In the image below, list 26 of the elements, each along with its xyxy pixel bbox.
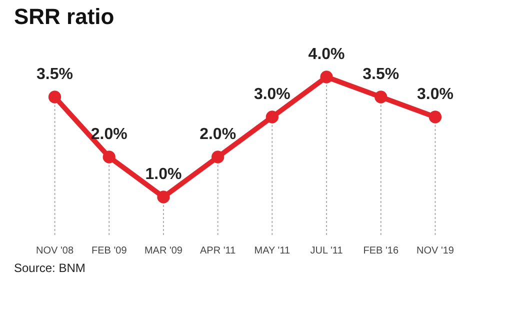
x-tick-label: MAY '11 [254,246,291,256]
data-label: 4.0% [308,46,345,63]
data-label: 2.0% [200,126,236,143]
source-note: Source: BNM [14,261,86,275]
data-label: 2.0% [90,126,128,143]
point [266,110,278,124]
x-tick-label: NOV '19 [416,246,454,256]
chart-title: SRR ratio [14,4,114,29]
x-tick-label: NOV '08 [36,246,74,256]
x-tick-label: APR '11 [200,246,236,256]
x-tick-label: FEB '09 [91,246,128,256]
point [428,110,442,124]
x-tick-label: JUL '11 [310,246,344,256]
data-label: 3.5% [36,66,73,83]
point [48,90,62,104]
point [157,190,170,204]
x-tick-label: FEB '16 [363,246,399,256]
point [320,70,333,84]
point [102,150,116,164]
data-label: 3.0% [417,86,454,103]
data-label: 3.5% [362,66,400,83]
x-tick-label: MAR '09 [144,246,183,256]
data-label: 3.0% [254,86,290,103]
point [212,150,224,164]
point [374,90,388,104]
data-label: 1.0% [145,166,182,183]
